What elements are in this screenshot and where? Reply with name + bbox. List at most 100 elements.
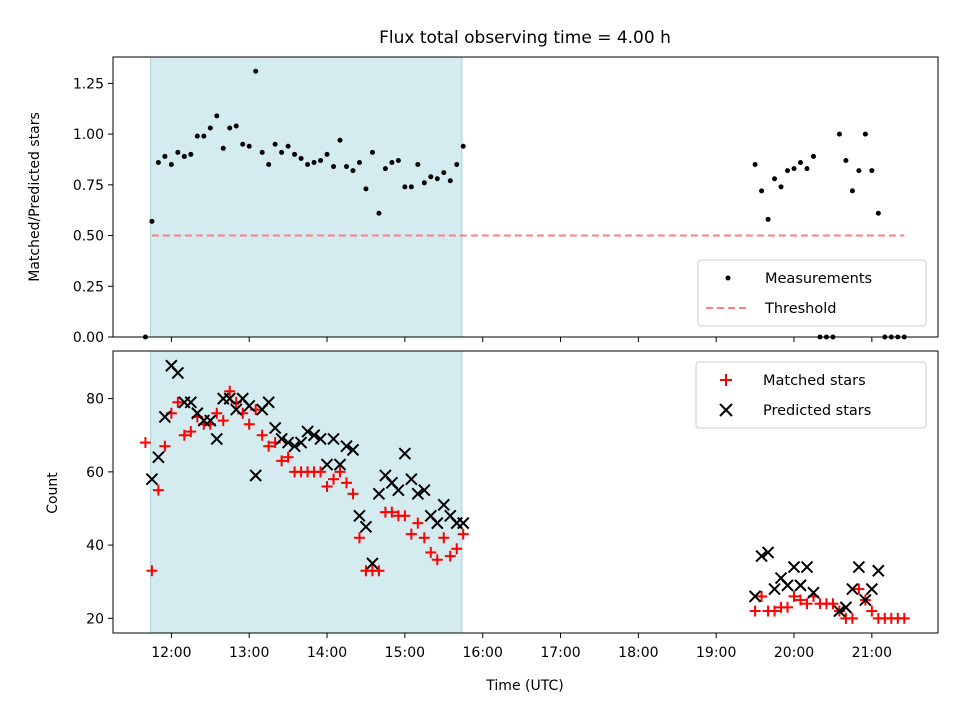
data-point (194, 133, 200, 139)
data-point (382, 166, 388, 172)
data-point (171, 366, 185, 380)
x-tick-label: 21:00 (852, 645, 892, 661)
data-point (279, 149, 285, 155)
data-point (755, 549, 768, 563)
data-point (756, 590, 768, 602)
data-point (223, 392, 236, 405)
data-point (268, 421, 282, 435)
data-point (353, 532, 365, 544)
data-point (372, 487, 386, 501)
data-point (359, 520, 373, 533)
x-tick-label: 14:00 (307, 645, 347, 661)
data-point (791, 166, 797, 172)
data-point (405, 472, 418, 486)
data-point (859, 593, 872, 607)
data-point (158, 410, 172, 424)
data-point (276, 455, 288, 467)
data-point (846, 582, 859, 596)
data-point (402, 184, 408, 190)
data-point (405, 528, 417, 540)
data-point (752, 162, 758, 168)
data-point (263, 440, 275, 452)
data-point (240, 141, 246, 147)
legend-marker-measurements (725, 275, 731, 281)
data-point (262, 396, 275, 409)
data-point (162, 153, 168, 159)
legend-label-predicted-stars: Predicted stars (763, 403, 871, 419)
data-point (184, 396, 198, 409)
top-y-tick-label: 1.25 (73, 76, 104, 92)
bottom-panel-frame (112, 350, 939, 634)
data-point (460, 143, 466, 149)
data-point (172, 396, 184, 408)
data-point (849, 188, 855, 194)
bottom-legend: Matched stars Predicted stars (695, 361, 927, 429)
data-point (253, 68, 259, 74)
data-point (298, 155, 304, 161)
data-point (152, 451, 165, 464)
data-point (220, 145, 226, 151)
x-tick-label: 18:00 (618, 645, 658, 661)
top-chart-title: Flux total observing time = 4.00 h (379, 28, 671, 48)
data-point (827, 598, 839, 610)
x-tick-label: 17:00 (540, 645, 580, 661)
data-point (843, 157, 849, 163)
data-point (188, 151, 194, 157)
data-point (428, 174, 434, 180)
data-point (865, 582, 879, 596)
data-point (395, 157, 401, 163)
data-point (768, 582, 781, 596)
data-point (249, 469, 262, 482)
data-point (392, 483, 405, 497)
data-point (210, 432, 223, 446)
data-point (211, 407, 223, 419)
top-y-tick-label: 0.25 (73, 279, 104, 295)
bottom-marks-layer (139, 359, 910, 624)
data-point (288, 440, 301, 453)
data-point (217, 415, 229, 427)
data-point (214, 113, 220, 119)
data-point (781, 579, 794, 592)
data-point (294, 436, 308, 449)
data-point (224, 385, 236, 397)
top-legend-box (697, 259, 927, 327)
bottom-y-tick-label: 20 (86, 611, 104, 627)
data-point (337, 137, 343, 143)
data-point (305, 162, 311, 168)
data-point (366, 557, 379, 570)
data-point (785, 168, 791, 174)
data-point (836, 131, 842, 137)
bottom-y-tick-label: 60 (86, 465, 104, 481)
data-point (145, 472, 159, 486)
data-point (363, 186, 369, 192)
data-point (782, 601, 794, 613)
data-point (227, 125, 233, 131)
data-point (431, 516, 444, 530)
data-point (801, 598, 813, 610)
data-point (152, 484, 164, 496)
bottom-highlight-span (150, 350, 463, 634)
data-point (353, 509, 366, 523)
top-panel: 0.00 0.25 0.50 0.75 1.00 1.25 Flux total obse… (27, 28, 939, 346)
data-point (376, 210, 382, 216)
x-tick-label: 15:00 (385, 645, 425, 661)
data-point (769, 605, 781, 617)
data-point (810, 153, 816, 159)
data-point (437, 498, 450, 512)
data-point (444, 550, 456, 562)
top-axes-layer: 0.00 0.25 0.50 0.75 1.00 1.25 (73, 76, 873, 346)
top-y-axis-label: Matched/Predicted stars (27, 112, 43, 282)
data-point (281, 436, 295, 449)
data-point (441, 170, 447, 176)
x-tick-label: 13:00 (229, 645, 269, 661)
data-point (748, 590, 762, 603)
data-point (331, 164, 337, 170)
data-point (275, 432, 288, 446)
data-point (772, 176, 778, 182)
data-point (178, 429, 190, 441)
data-point (408, 184, 414, 190)
data-point (765, 216, 771, 222)
x-axis-label: Time (UTC) (485, 678, 563, 694)
data-point (181, 153, 187, 159)
